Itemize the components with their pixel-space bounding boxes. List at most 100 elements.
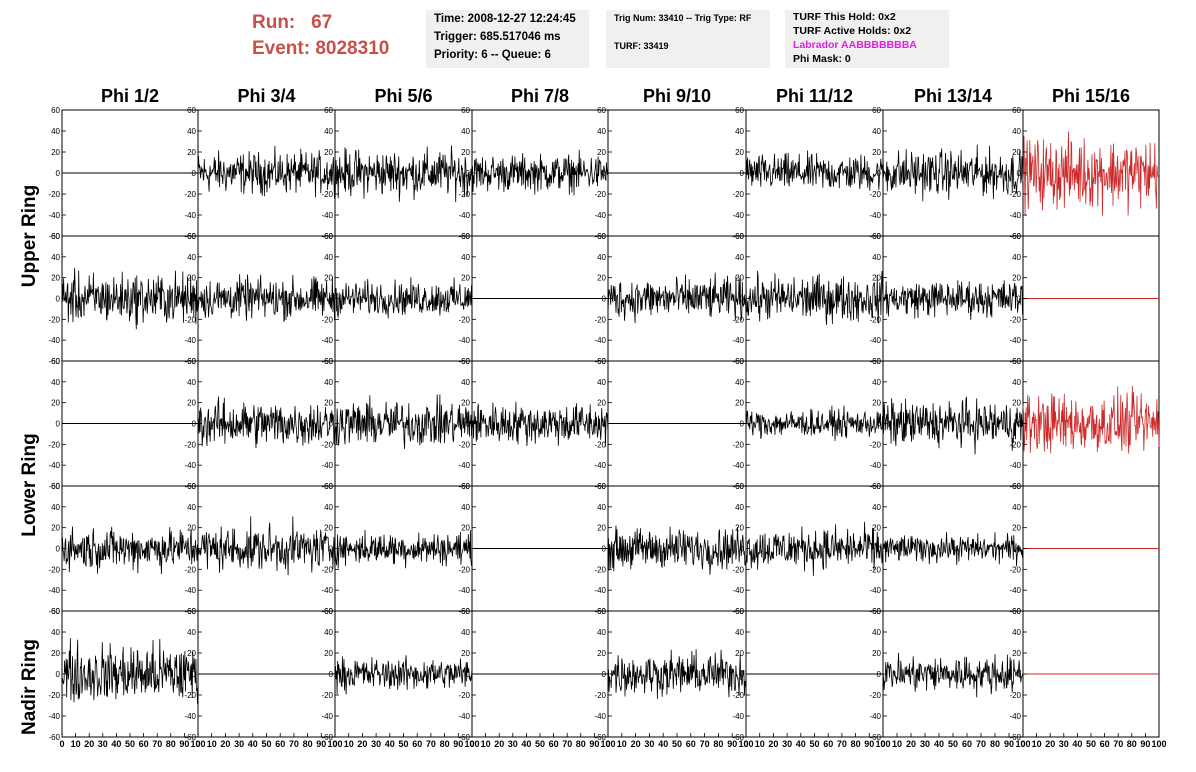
x-tick-label: 50	[948, 739, 958, 749]
y-tick-label: 0	[740, 670, 745, 679]
y-tick-label: 0	[329, 545, 334, 554]
x-tick-label: 60	[412, 739, 422, 749]
y-tick-label: 20	[461, 399, 470, 408]
phi-header-5-6: Phi 5/6	[374, 86, 433, 106]
y-tick-label: 0	[56, 420, 61, 429]
y-tick-label: 40	[51, 503, 60, 512]
y-tick-label: 20	[51, 148, 60, 157]
y-tick-label: -40	[1009, 461, 1021, 470]
x-tick-label: 10	[344, 739, 354, 749]
y-tick-label: -20	[594, 440, 606, 449]
x-tick-label: 0	[743, 739, 748, 749]
run-label: Run: 67	[252, 12, 332, 34]
y-tick-label: 40	[324, 127, 333, 136]
y-tick-label: -20	[869, 691, 881, 700]
event-label: Event: 8028310	[252, 38, 389, 60]
y-tick-label: -60	[869, 733, 881, 742]
y-tick-label: -20	[458, 565, 470, 574]
x-tick-label: 30	[644, 739, 654, 749]
y-tick-label: 0	[1017, 420, 1022, 429]
y-tick-label: 60	[1012, 232, 1021, 241]
x-tick-label: 80	[1127, 739, 1137, 749]
waveform-trace	[61, 267, 199, 330]
x-tick-label: 80	[303, 739, 313, 749]
x-tick-label: 60	[139, 739, 149, 749]
y-tick-label: -40	[48, 211, 60, 220]
y-tick-label: 60	[872, 607, 881, 616]
x-tick-label: 80	[440, 739, 450, 749]
y-tick-label: 40	[324, 503, 333, 512]
y-tick-label: -40	[594, 586, 606, 595]
phi-header-13-14: Phi 13/14	[913, 86, 993, 106]
x-tick-label: 10	[481, 739, 491, 749]
y-tick-label: 20	[324, 524, 333, 533]
y-tick-label: 20	[187, 524, 196, 533]
y-tick-label: -20	[869, 190, 881, 199]
y-tick-label: 20	[735, 148, 744, 157]
y-tick-label: 60	[597, 482, 606, 491]
y-tick-label: 60	[735, 106, 744, 115]
waveform-trace	[61, 638, 199, 705]
x-tick-label: 100	[738, 739, 753, 749]
x-tick-label: 80	[576, 739, 586, 749]
y-tick-label: -20	[184, 565, 196, 574]
y-tick-label: 0	[877, 545, 882, 554]
time-info-box: Time: 2008-12-27 12:24:45 Trigger: 685.5…	[426, 10, 589, 68]
y-tick-label: 60	[735, 232, 744, 241]
y-tick-label: 60	[735, 482, 744, 491]
x-tick-label: 10	[755, 739, 765, 749]
x-tick-label: 0	[880, 739, 885, 749]
waveform-trace	[197, 396, 336, 449]
waveform-trace	[882, 280, 1024, 321]
x-tick-label: 100	[190, 739, 205, 749]
y-tick-label: 20	[324, 148, 333, 157]
y-tick-label: 0	[1017, 295, 1022, 304]
y-tick-label: 60	[187, 607, 196, 616]
panel-frame	[61, 610, 199, 738]
y-tick-label: 20	[597, 524, 606, 533]
y-tick-label: -40	[869, 336, 881, 345]
y-tick-label: 40	[51, 378, 60, 387]
x-tick-label: 60	[962, 739, 972, 749]
y-tick-label: -20	[48, 190, 60, 199]
x-tick-label: 50	[398, 739, 408, 749]
y-tick-label: -20	[48, 440, 60, 449]
y-tick-label: 60	[1012, 482, 1021, 491]
x-tick-label: 70	[289, 739, 299, 749]
waveform-trace	[334, 394, 473, 450]
event-label-text: Event:	[252, 38, 311, 59]
y-tick-label: 0	[56, 169, 61, 178]
y-tick-label: 0	[466, 670, 471, 679]
y-tick-label: 60	[872, 232, 881, 241]
y-tick-label: -20	[184, 440, 196, 449]
phi-mask-text: Phi Mask: 0	[793, 53, 851, 65]
y-tick-label: 60	[324, 357, 333, 366]
labrador-text: Labrador AABBBBBBBA	[793, 39, 917, 51]
x-tick-label: 70	[837, 739, 847, 749]
y-tick-label: 0	[877, 420, 882, 429]
y-tick-label: 40	[324, 253, 333, 262]
y-tick-label: 20	[51, 399, 60, 408]
y-tick-label: -40	[321, 336, 333, 345]
y-tick-label: 20	[461, 274, 470, 283]
y-tick-label: 60	[324, 106, 333, 115]
x-tick-label: 90	[1140, 739, 1150, 749]
x-tick-label: 90	[316, 739, 326, 749]
y-tick-label: -20	[1009, 565, 1021, 574]
x-tick-label: 50	[672, 739, 682, 749]
priority-text: Priority: 6 -- Queue: 6	[434, 49, 551, 61]
y-tick-label: -20	[458, 315, 470, 324]
y-tick-label: -20	[48, 565, 60, 574]
waveform-trace	[882, 396, 1024, 455]
y-tick-label: 20	[324, 399, 333, 408]
y-tick-label: 0	[329, 420, 334, 429]
x-tick-label: 0	[1020, 739, 1025, 749]
x-tick-label: 100	[1015, 739, 1030, 749]
